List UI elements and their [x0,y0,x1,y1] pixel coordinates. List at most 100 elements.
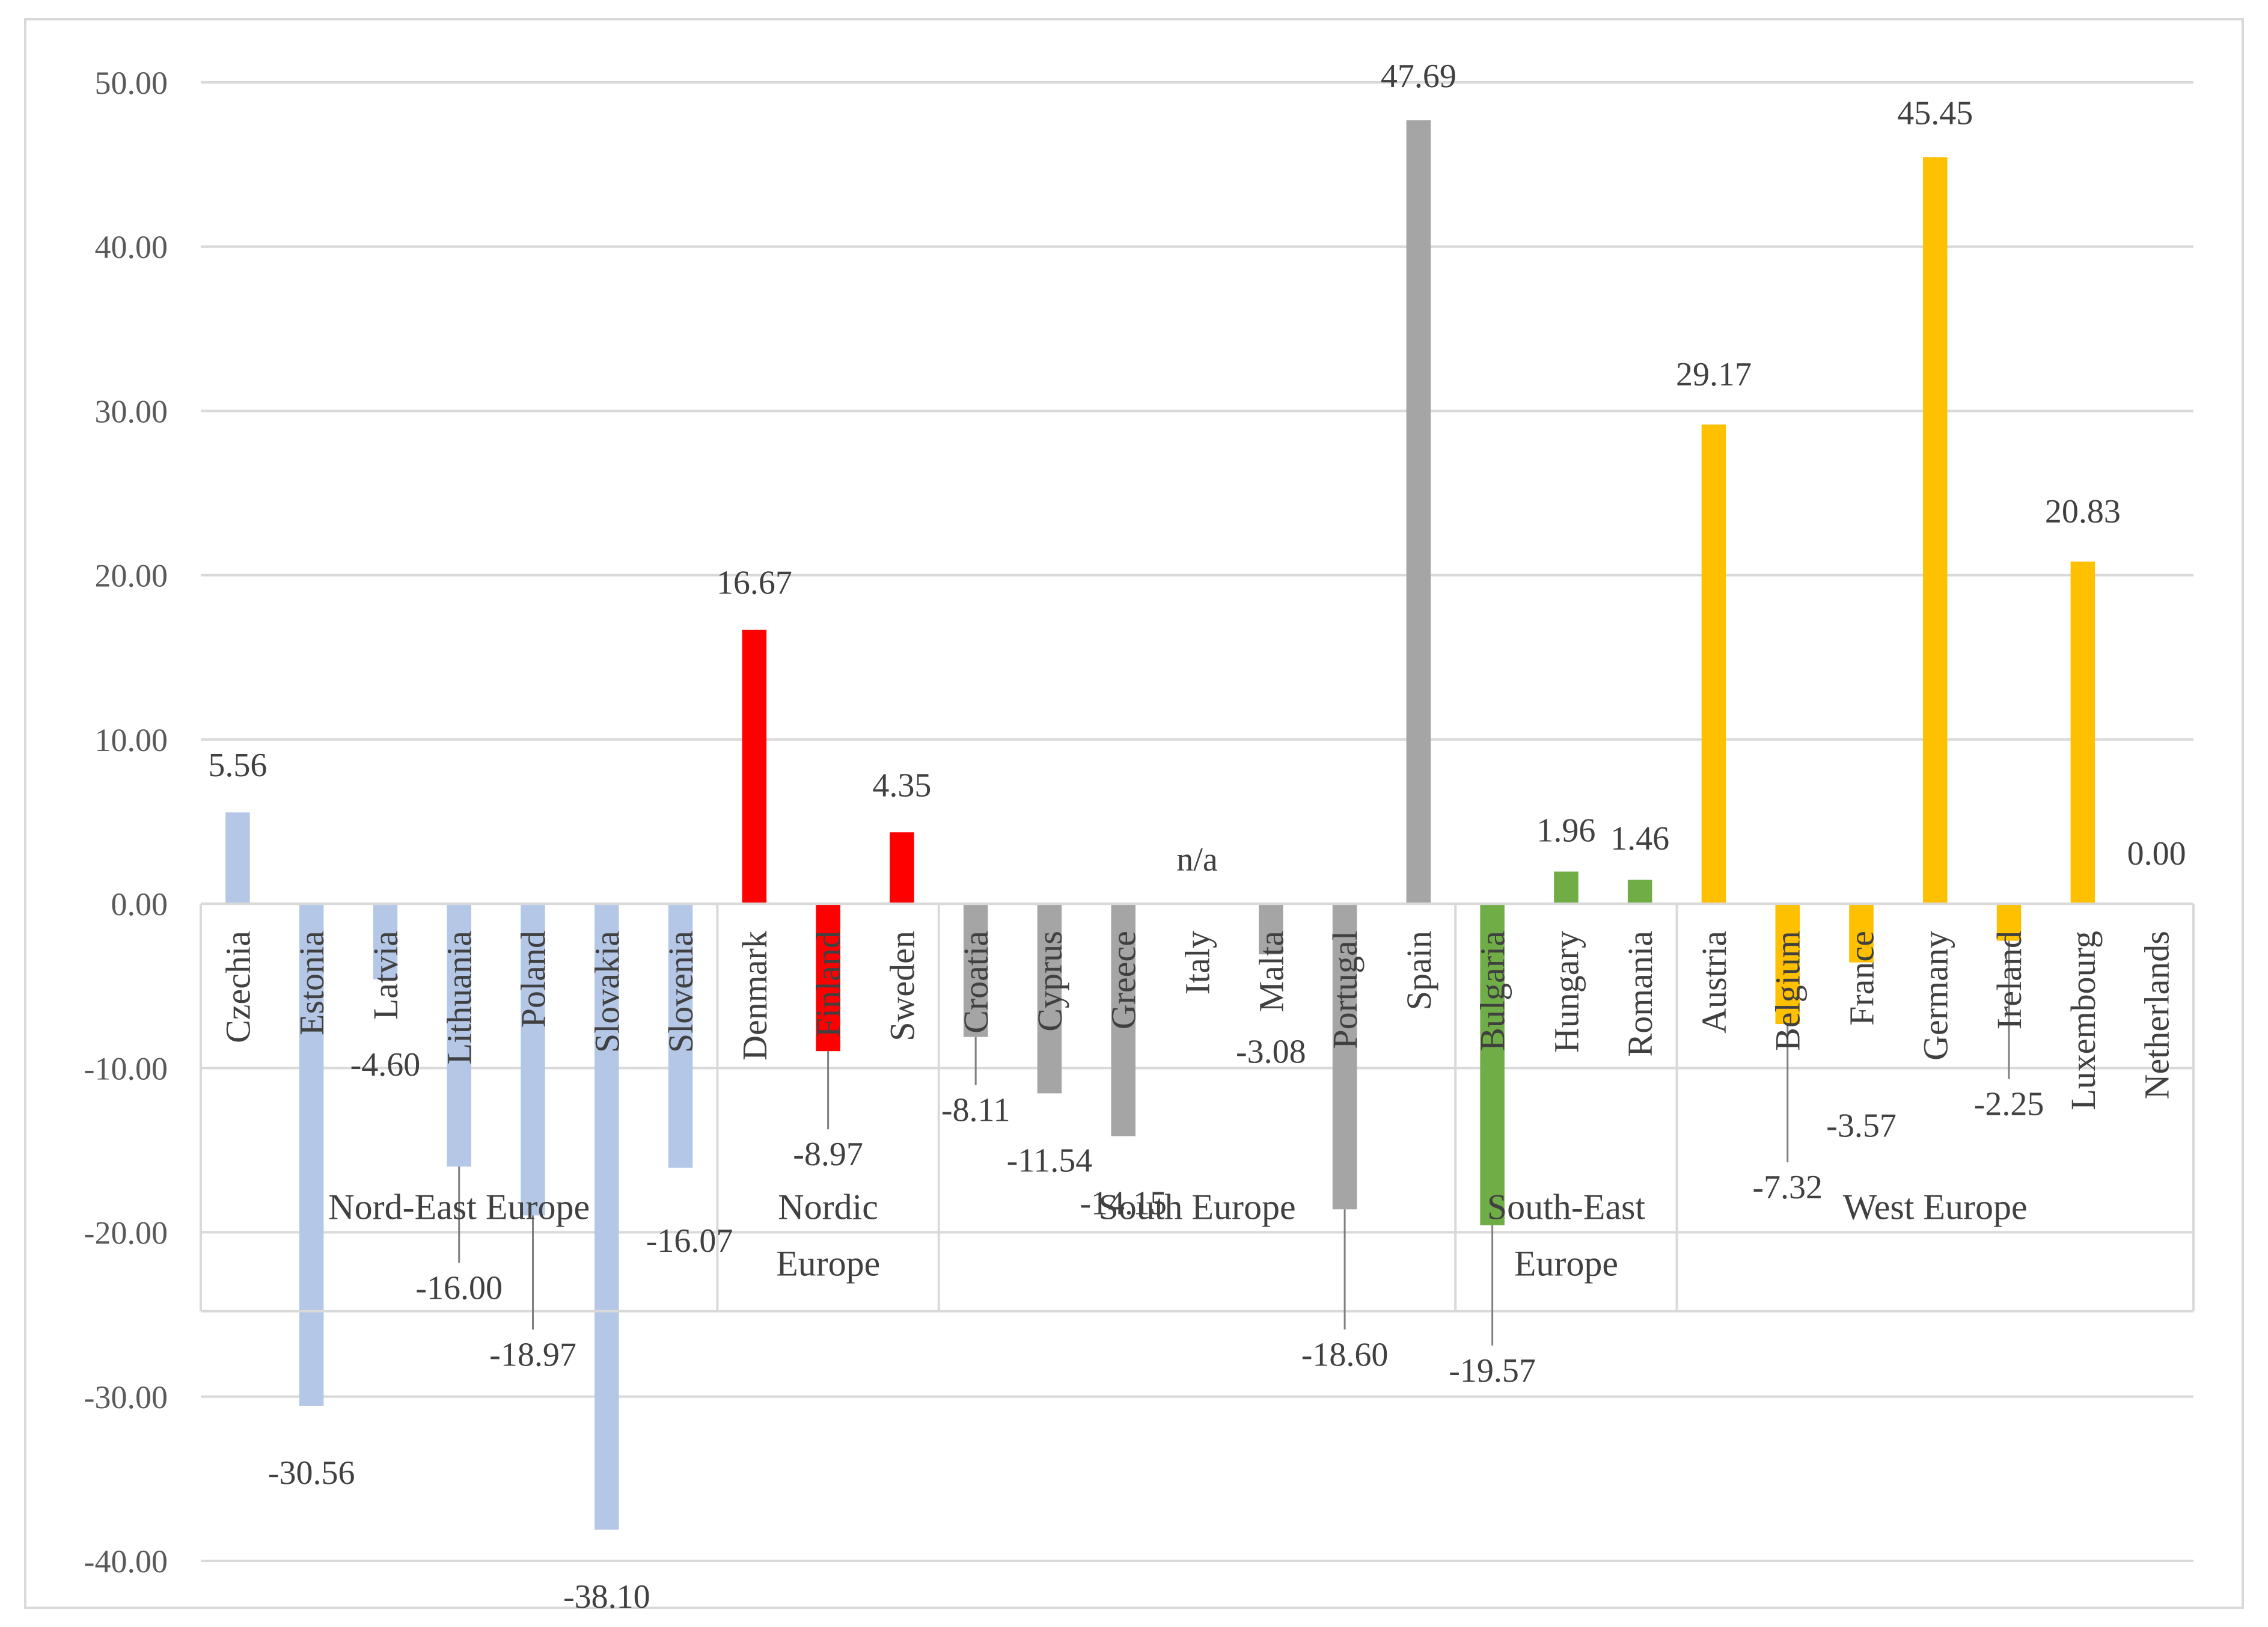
bar-sweden [890,832,914,904]
data-label: 5.56 [208,747,267,784]
bar-france [1849,904,1874,963]
bar-cyprus [1037,904,1062,1094]
bar-belgium [1775,904,1800,1025]
bar-luxembourg [2070,561,2095,904]
data-label: -19.57 [1449,1352,1536,1390]
category-label: Ireland [1990,931,2029,1029]
bar-bulgaria [1480,904,1505,1225]
category-label: Portugal [1325,931,1365,1049]
category-label: France [1842,931,1881,1026]
category-label: Luxembourg [2064,931,2103,1111]
data-label: n/a [1176,841,1218,878]
bar-estonia [299,904,324,1406]
category-label: Slovenia [661,931,700,1053]
bar-slovakia [595,904,619,1530]
bar-hungary [1554,871,1579,904]
bar-romania [1627,880,1652,904]
category-label: Italy [1178,931,1217,994]
category-label: Finland [809,931,848,1037]
data-label: -8.11 [941,1092,1010,1129]
category-label: Latvia [366,931,405,1020]
data-label: 4.35 [872,767,931,804]
bar-slovenia [668,904,693,1168]
group-label: West Europe [1843,1187,2028,1227]
category-label: Bulgaria [1473,931,1512,1051]
category-label: Slovakia [587,931,626,1053]
category-label: Netherlands [2138,931,2177,1099]
data-label: -11.54 [1007,1142,1093,1179]
bar-spain [1406,120,1431,904]
data-label: -3.08 [1236,1033,1306,1070]
bar-czechia [225,812,250,904]
data-label: -30.56 [268,1454,355,1492]
leader-lines [458,940,2010,1346]
category-label: Greece [1104,931,1143,1029]
bar-germany [1923,157,1948,904]
bar-croatia [963,904,988,1037]
category-label: Spain [1399,931,1438,1010]
group-label: Nordic [778,1187,878,1227]
y-tick-label: 20.00 [95,558,168,594]
category-label: Sweden [882,931,922,1041]
bar-lithuania [447,904,471,1167]
data-label: 1.96 [1536,812,1595,850]
y-tick-label: 50.00 [95,65,168,101]
data-label: -2.25 [1974,1086,2044,1123]
data-label: -38.10 [563,1578,650,1611]
bar-malta [1259,904,1283,955]
y-tick-label: -10.00 [84,1050,168,1086]
group-label: Nord-East Europe [328,1187,590,1227]
category-label: Hungary [1547,931,1586,1053]
bar-poland [521,904,545,1216]
bar-finland [816,904,840,1052]
group-label: South Europe [1098,1187,1295,1227]
data-label: -18.97 [489,1336,576,1373]
y-tick-label: 30.00 [95,393,168,429]
category-label: Denmark [735,931,774,1061]
data-label: 45.45 [1897,94,1973,132]
data-label: -14.15 [1080,1185,1167,1222]
bar-austria [1701,424,1726,904]
category-label: Cyprus [1030,931,1069,1032]
data-label: 16.67 [717,565,792,602]
data-label: -8.97 [793,1136,863,1173]
y-tick-label: -40.00 [84,1543,168,1580]
data-label: -4.60 [350,1046,421,1083]
bar-greece [1111,904,1136,1136]
category-label: Belgium [1768,931,1808,1051]
y-tick-label: 10.00 [95,722,168,758]
bar-denmark [742,630,767,904]
data-label: -7.32 [1752,1169,1823,1206]
category-label: Lithuania [440,931,479,1064]
category-label: Germany [1916,931,1955,1061]
category-label: Malta [1252,931,1291,1012]
category-label: Estonia [292,931,331,1035]
category-label: Croatia [956,931,995,1034]
bar-chart: 50.00 40.00 30.00 20.00 10.00 0.00 -10.00 -20.0… [84,58,2195,1611]
data-label: 47.69 [1381,58,1456,95]
y-tick-label: 40.00 [95,229,168,265]
data-label: -3.57 [1826,1108,1897,1145]
data-label: 20.83 [2045,493,2121,530]
y-tick-label: -30.00 [84,1379,168,1415]
category-label: Poland [514,931,553,1028]
data-label: -16.07 [646,1222,733,1260]
bars [225,120,2095,1530]
bar-latvia [373,904,398,979]
labels: 50.00 40.00 30.00 20.00 10.00 0.00 -10.00 -20.0… [84,58,2186,1611]
bar-ireland [1996,904,2022,941]
group-label: Europe [776,1244,880,1284]
data-label: -18.60 [1301,1336,1389,1373]
bar-portugal [1332,904,1357,1210]
group-label: South-East [1487,1187,1646,1227]
chart-frame: 50.00 40.00 30.00 20.00 10.00 0.00 -10.00 -20.0… [24,18,2244,1611]
group-label: Europe [1514,1244,1618,1284]
data-label: 0.00 [2127,835,2186,872]
y-tick-label: 0.00 [111,886,168,922]
category-label: Austria [1695,931,1734,1034]
data-label: 29.17 [1676,356,1752,393]
category-label: Czechia [218,931,257,1043]
y-tick-label: -20.00 [84,1215,168,1251]
data-label: -16.00 [415,1269,503,1307]
data-label: 1.46 [1610,820,1669,857]
